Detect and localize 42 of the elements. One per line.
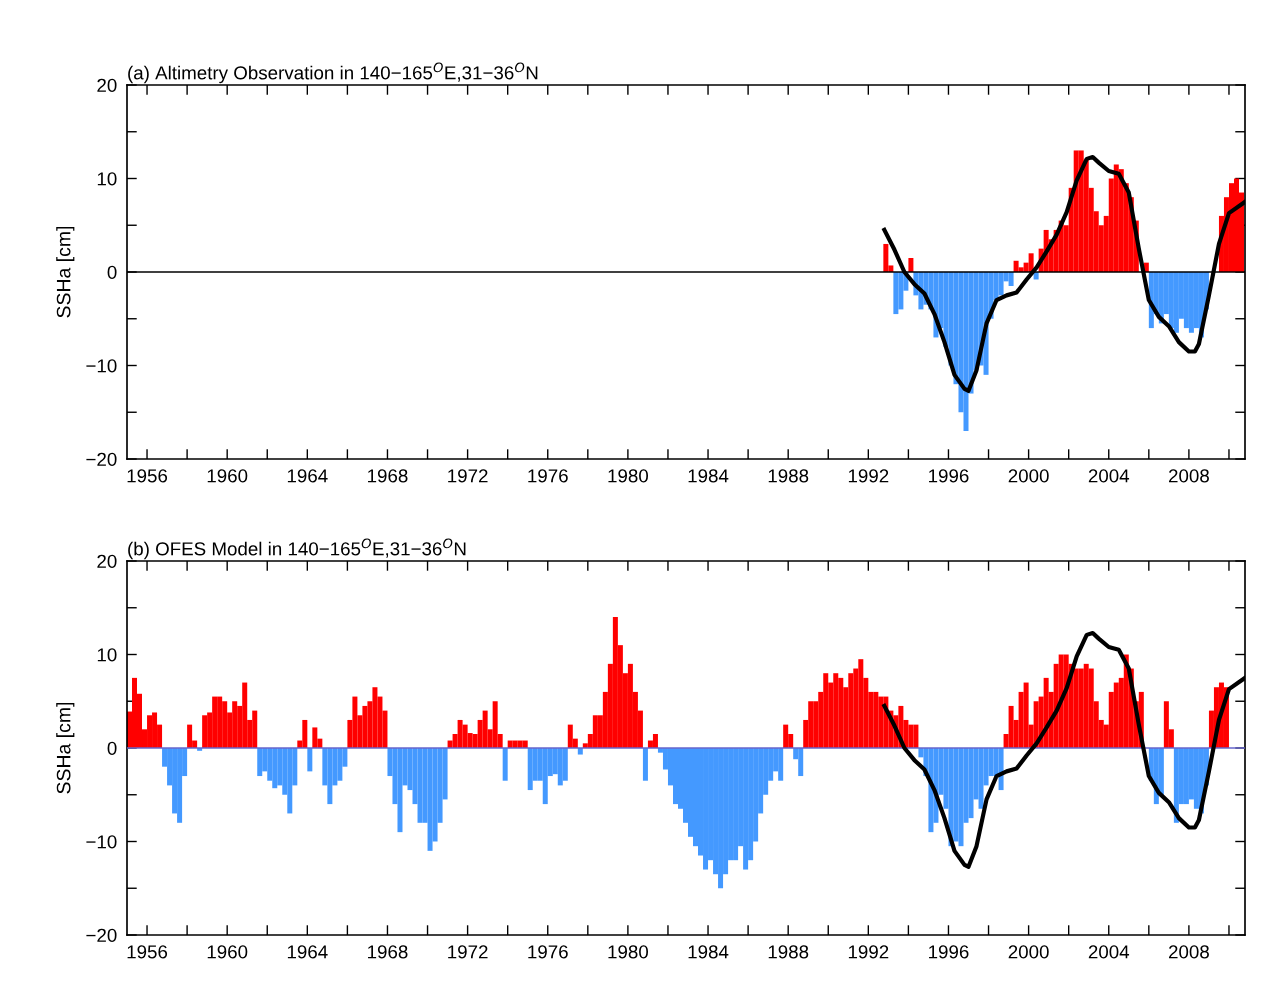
chart-title: (b) OFES Model in 140−165$^{O}$E,31−36$^{O}$N [128,538,466,560]
y-axis-title: SSHa [cm] [56,702,75,794]
x-tick-label: 1980 [608,469,649,483]
x-tick-label: 1992 [848,945,889,959]
x-tick-label: 1960 [207,945,248,959]
x-tick-label: 1996 [929,945,969,959]
x-tick-label: 1980 [608,945,649,959]
x-tick-label: 1964 [287,469,328,483]
x-tick-label: 1964 [287,945,328,959]
y-tick-label: 20 [97,78,117,92]
x-tick-label: 1972 [448,945,488,959]
x-tick-label: 1968 [368,469,408,483]
x-tick-label: 1984 [688,945,729,959]
chart-title: (a) Altimetry Observation in 140−165$^{O}$E,31−36$^{O}$N [128,62,538,84]
x-tick-label: 1960 [207,469,248,483]
y-tick-label: 10 [97,172,117,186]
x-tick-label: 1988 [768,469,809,483]
y-tick-label: 0 [107,265,117,279]
x-tick-label: 1956 [127,469,168,483]
x-tick-label: 1976 [528,945,568,959]
x-tick-label: 2004 [1088,945,1130,959]
x-tick-label: 2000 [1008,945,1049,959]
x-tick-label: 2008 [1168,945,1209,959]
y-tick-label: −20 [86,928,117,942]
y-tick-label: −20 [86,452,117,466]
x-tick-label: 1988 [768,945,809,959]
x-tick-label: 1972 [448,469,488,483]
x-tick-label: 1992 [848,469,889,483]
x-tick-label: 2000 [1008,469,1049,483]
x-tick-label: 1976 [528,469,568,483]
x-tick-label: 1968 [368,945,408,959]
y-tick-label: 0 [107,741,117,755]
y-axis-title: SSHa [cm] [56,226,75,318]
x-tick-label: 2008 [1168,469,1209,483]
y-tick-label: −10 [86,835,117,849]
y-tick-label: −10 [86,359,117,373]
y-tick-label: 20 [97,554,117,568]
y-tick-label: 10 [97,648,117,662]
x-tick-label: 1984 [688,469,729,483]
x-tick-label: 1996 [929,469,969,483]
x-tick-label: 1956 [127,945,168,959]
x-tick-label: 2004 [1088,469,1130,483]
